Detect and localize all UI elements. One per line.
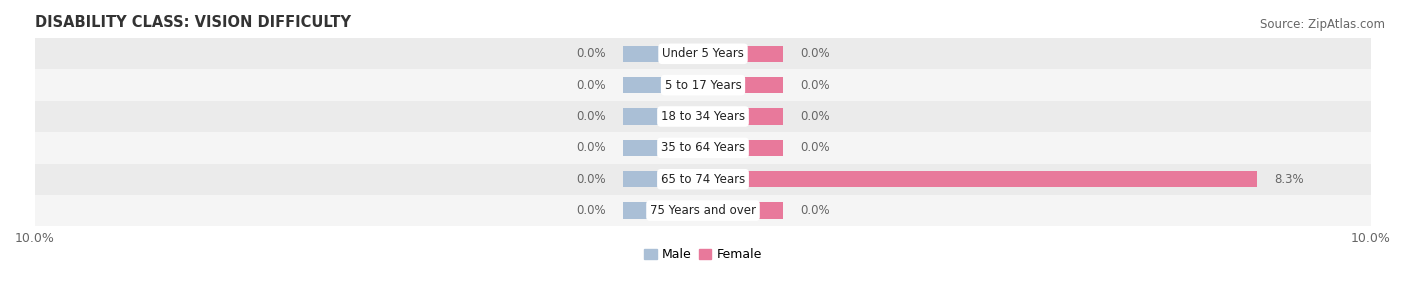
Bar: [35, 163, 1371, 195]
Text: 0.0%: 0.0%: [800, 79, 830, 92]
Text: DISABILITY CLASS: VISION DIFFICULTY: DISABILITY CLASS: VISION DIFFICULTY: [35, 15, 352, 30]
Text: 0.0%: 0.0%: [576, 204, 606, 217]
Text: 5 to 17 Years: 5 to 17 Years: [665, 79, 741, 92]
Bar: [623, 108, 703, 125]
Text: 0.0%: 0.0%: [800, 47, 830, 60]
Text: 0.0%: 0.0%: [576, 110, 606, 123]
Legend: Male, Female: Male, Female: [644, 249, 762, 261]
Text: 65 to 74 Years: 65 to 74 Years: [661, 173, 745, 186]
Bar: [623, 77, 703, 93]
Bar: [35, 195, 1371, 226]
Bar: [35, 70, 1371, 101]
Bar: [703, 77, 783, 93]
Text: 18 to 34 Years: 18 to 34 Years: [661, 110, 745, 123]
Text: Source: ZipAtlas.com: Source: ZipAtlas.com: [1260, 18, 1385, 31]
Bar: [35, 132, 1371, 163]
Bar: [703, 203, 783, 219]
Text: 0.0%: 0.0%: [800, 204, 830, 217]
Bar: [623, 203, 703, 219]
Bar: [703, 108, 783, 125]
Text: Under 5 Years: Under 5 Years: [662, 47, 744, 60]
Text: 8.3%: 8.3%: [1274, 173, 1303, 186]
Text: 35 to 64 Years: 35 to 64 Years: [661, 142, 745, 154]
Bar: [623, 171, 703, 187]
Bar: [623, 46, 703, 62]
Text: 0.0%: 0.0%: [576, 79, 606, 92]
Bar: [35, 101, 1371, 132]
Bar: [623, 140, 703, 156]
Bar: [703, 171, 1257, 187]
Text: 75 Years and over: 75 Years and over: [650, 204, 756, 217]
Text: 0.0%: 0.0%: [800, 110, 830, 123]
Bar: [703, 46, 783, 62]
Text: 0.0%: 0.0%: [576, 173, 606, 186]
Bar: [35, 38, 1371, 70]
Text: 0.0%: 0.0%: [800, 142, 830, 154]
Bar: [703, 140, 783, 156]
Text: 0.0%: 0.0%: [576, 47, 606, 60]
Text: 0.0%: 0.0%: [576, 142, 606, 154]
